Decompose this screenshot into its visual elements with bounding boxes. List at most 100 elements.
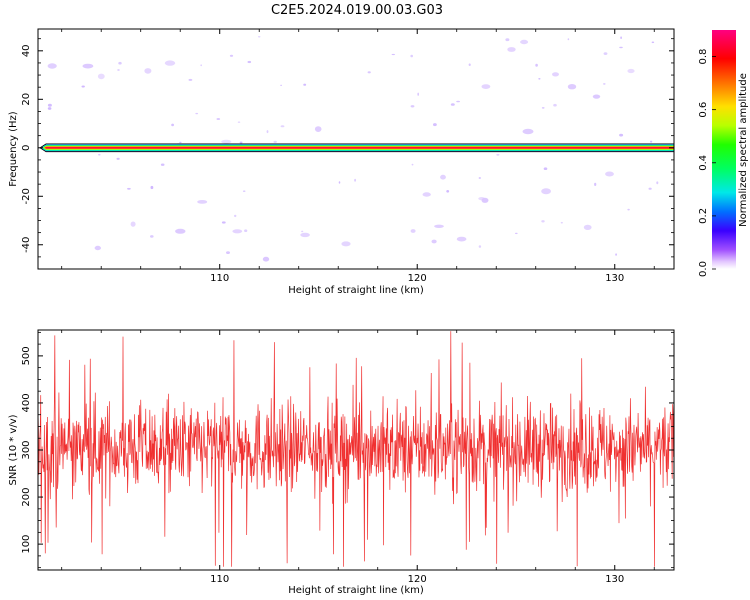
noise-speck [535, 63, 538, 67]
noise-speck [603, 52, 608, 55]
noise-speck [300, 232, 310, 238]
noise-speck [98, 153, 101, 156]
y-tick-label: 500 [21, 346, 32, 365]
noise-speck [656, 181, 659, 185]
noise-speck [367, 71, 371, 74]
spectrogram-y-axis-title: Frequency (Hz) [8, 111, 19, 187]
x-tick-label: 120 [408, 574, 427, 585]
noise-speck [47, 103, 52, 107]
noise-speck [221, 139, 232, 144]
noise-speck [200, 64, 202, 67]
noise-speck [144, 68, 152, 74]
colorbar-tick-label: 0.4 [698, 155, 709, 171]
noise-speck [338, 181, 341, 184]
y-tick-label: 100 [21, 535, 32, 554]
noise-speck [188, 78, 193, 81]
noise-speck [505, 38, 510, 42]
colorbar-tick-label: 0.2 [698, 208, 709, 224]
noise-speck [116, 157, 120, 160]
y-tick-label: 200 [21, 488, 32, 507]
noise-speck [553, 103, 557, 107]
noise-speck [150, 185, 154, 190]
noise-speck [520, 39, 529, 45]
noise-speck [244, 229, 248, 232]
colorbar-tick-label: 0.6 [698, 102, 709, 118]
noise-speck [226, 251, 230, 255]
colorbar-title: Normalized spectral amplitude [738, 73, 749, 227]
noise-speck [422, 192, 431, 197]
noise-speck [195, 112, 199, 115]
noise-speck [411, 163, 414, 166]
noise-speck [434, 224, 444, 228]
noise-speck [541, 220, 545, 223]
noise-speck [301, 230, 304, 233]
noise-speck [567, 84, 577, 90]
noise-speck [538, 78, 541, 80]
noise-speck [514, 232, 518, 235]
snr-series-line [38, 331, 674, 567]
noise-speck [567, 38, 570, 41]
noise-speck [81, 85, 85, 88]
noise-speck [522, 128, 534, 135]
noise-speck [130, 221, 136, 227]
noise-speck [247, 60, 252, 64]
noise-speck [468, 63, 471, 66]
x-tick-label: 110 [210, 273, 229, 284]
snr-x-axis-title: Height of straight line (km) [288, 585, 424, 596]
noise-speck [552, 72, 559, 77]
y-tick-label: -20 [21, 188, 32, 204]
noise-speck [216, 118, 221, 120]
noise-speck [266, 130, 269, 134]
noise-speck [627, 208, 630, 211]
colorbar: 0.0 0.2 0.4 0.6 0.8 Normalized spectral ampl… [698, 30, 749, 277]
noise-speck [507, 47, 516, 52]
noise-speck [481, 84, 491, 89]
noise-speck [619, 46, 623, 49]
noise-speck [179, 141, 182, 144]
noise-speck [273, 140, 277, 143]
noise-speck [126, 187, 131, 190]
noise-speck [583, 224, 592, 230]
snr-y-axis-title: SNR (10 * v/v) [8, 414, 19, 485]
noise-speck [496, 153, 500, 156]
noise-speck [478, 245, 482, 248]
noise-speck [257, 36, 261, 38]
noise-speck [433, 123, 437, 127]
snr-panel: 110 120 130 100 200 300 400 500 Height of strai… [8, 329, 675, 596]
noise-speck [234, 214, 237, 218]
noise-speck [341, 241, 351, 247]
y-tick-label: 0 [21, 145, 32, 151]
noise-speck [543, 167, 548, 170]
colorbar-tick-label: 0.8 [698, 49, 709, 65]
noise-speck [410, 105, 415, 108]
band-outline [39, 143, 674, 153]
noise-speck [391, 53, 395, 56]
noise-speck [440, 174, 446, 180]
y-tick-label: 40 [21, 44, 32, 57]
noise-speck [175, 228, 186, 234]
noise-speck [592, 94, 601, 99]
colorbar-gradient [712, 30, 736, 269]
noise-speck [82, 63, 94, 69]
noise-speck [417, 92, 420, 96]
figure-title: C2E5.2024.019.00.03.G03 [271, 3, 443, 18]
y-tick-label: 300 [21, 440, 32, 459]
noise-speck [280, 84, 282, 86]
noise-speck [117, 69, 120, 71]
noise-speck [620, 36, 622, 39]
noise-speck [232, 229, 243, 234]
noise-speck [605, 171, 614, 177]
noise-speck [221, 221, 226, 224]
x-tick-label: 110 [210, 574, 229, 585]
noise-speck [280, 125, 285, 128]
noise-speck [229, 54, 234, 57]
spectrogram-band [39, 143, 675, 153]
noise-speck [171, 123, 175, 127]
spectrogram-frame [37, 28, 675, 270]
noise-speck [650, 140, 653, 143]
y-tick-label: 20 [21, 93, 32, 106]
noise-speck [456, 236, 467, 242]
noise-speck [651, 41, 655, 44]
noise-speck [431, 239, 437, 244]
